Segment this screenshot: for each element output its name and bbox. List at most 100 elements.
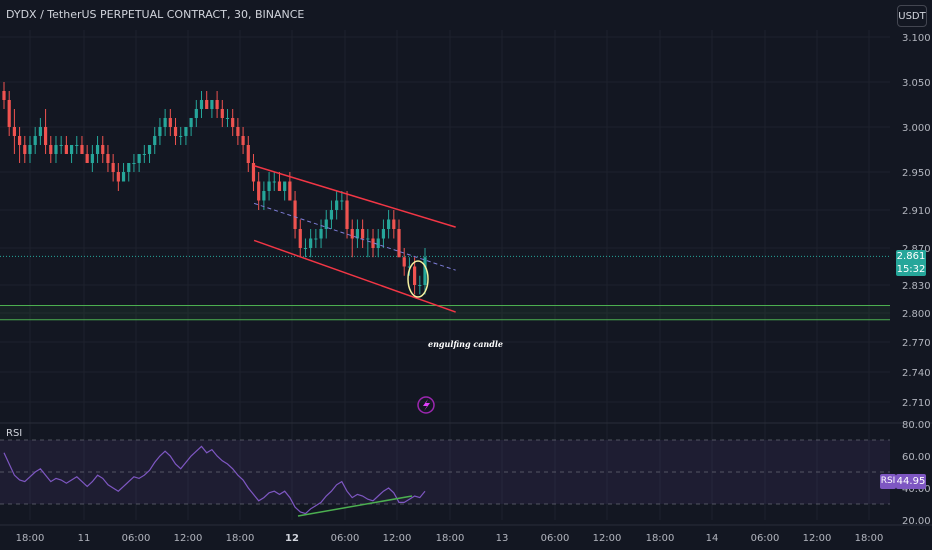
candle-body (350, 229, 354, 239)
candle-body (402, 257, 406, 267)
rsi-value-tag: 44.95 (896, 474, 926, 489)
candle-body (387, 219, 391, 229)
candle-body (158, 127, 162, 136)
grid (0, 30, 890, 520)
candle-body (184, 127, 188, 136)
candle-body (12, 127, 16, 136)
rsi-axis: 80.00 60.00 40.00 20.00 (902, 420, 931, 527)
time-tick-label: 12:00 (383, 533, 412, 544)
candle-body (106, 154, 110, 163)
candle-body (324, 219, 328, 229)
lightning-icon[interactable] (417, 396, 435, 414)
candle-body (173, 127, 178, 136)
rsi-band (0, 440, 890, 504)
annotation-text: engulfing candle (428, 339, 503, 349)
price-axis: 3.100 3.050 3.000 2.950 2.910 2.870 2.830 2.800… (902, 33, 931, 409)
channel-upper-line (253, 164, 456, 228)
candle-body (225, 118, 230, 119)
candle-body (236, 127, 240, 136)
candle-body (121, 172, 126, 182)
candle-body (28, 145, 32, 154)
time-tick-label: 12:00 (174, 533, 203, 544)
time-tick-label: 18:00 (646, 533, 675, 544)
candle-body (345, 200, 349, 229)
channel-lower-line (253, 239, 456, 313)
countdown-value: 15:32 (896, 264, 926, 275)
time-tick-label: 12:00 (593, 533, 622, 544)
candle-body (17, 136, 22, 145)
candle-body (251, 163, 256, 182)
candle-body (371, 238, 375, 248)
candle-body (376, 238, 380, 248)
candle-body (75, 145, 79, 146)
candle-body (272, 181, 276, 183)
candle-body (189, 118, 193, 127)
candle-body (38, 127, 42, 136)
support-zone-fill (0, 305, 890, 320)
rsi-title: RSI (6, 428, 23, 439)
candle-body (199, 100, 204, 109)
time-tick-label: 06:00 (331, 533, 360, 544)
price-tick-label: 3.000 (902, 123, 931, 134)
candle-body (116, 172, 120, 182)
price-tick-label: 2.910 (902, 206, 931, 217)
candle-body (137, 154, 141, 163)
time-tick-label: 06:00 (751, 533, 780, 544)
candle-body (54, 145, 58, 154)
candle-body (267, 181, 271, 191)
candle-body (381, 229, 386, 239)
time-tick-label: 14 (706, 533, 719, 544)
candle-body (2, 91, 6, 100)
candle-body (132, 163, 136, 164)
rsi-tick-label: 60.00 (902, 452, 931, 463)
candle-body (423, 257, 427, 285)
time-tick-label: 12 (285, 533, 299, 544)
candle-body (340, 200, 344, 202)
price-tick-label: 3.050 (902, 78, 931, 89)
candle-body (220, 109, 224, 118)
candle-body (329, 210, 334, 220)
price-tick-label: 3.100 (902, 33, 931, 44)
time-tick-label: 12:00 (803, 533, 832, 544)
candle-body (293, 200, 297, 229)
candle-body (33, 136, 37, 145)
candle-body (215, 100, 219, 109)
candle-body (319, 229, 323, 239)
candle-body (288, 181, 292, 201)
time-tick-label: 06:00 (122, 533, 151, 544)
candle-body (246, 145, 250, 163)
candle-body (277, 181, 282, 191)
candle-body (355, 229, 360, 239)
rsi-badge: RSI (880, 474, 896, 489)
support-zone (0, 255, 890, 321)
candle-body (298, 229, 302, 248)
candle-body (85, 154, 89, 163)
candle-body (262, 191, 266, 201)
last-price-tag: 2.861 15:32 (896, 250, 926, 276)
currency-button[interactable]: USDT (897, 5, 927, 27)
price-tick-label: 2.800 (902, 309, 931, 320)
rsi-tick-label: 40.00 (902, 484, 931, 495)
candle-body (418, 285, 422, 286)
drawings (253, 164, 456, 313)
candle-body (392, 219, 396, 229)
candle-body (241, 136, 245, 145)
rsi-pane (0, 422, 932, 517)
candles (2, 82, 427, 295)
candle-body (163, 118, 167, 127)
candle-body (111, 163, 115, 172)
candle-body (153, 136, 157, 145)
candle-body (90, 154, 94, 163)
rsi-tick-label: 80.00 (902, 420, 931, 431)
price-tick-label: 2.950 (902, 168, 931, 179)
time-tick-label: 18:00 (226, 533, 255, 544)
channel-midline (253, 202, 456, 271)
candle-body (361, 229, 365, 239)
chart-title: DYDX / TetherUS PERPETUAL CONTRACT, 30, … (6, 8, 305, 21)
candle-body (43, 127, 48, 145)
candle-body (142, 154, 146, 155)
candle-body (64, 145, 68, 154)
divergence-line (297, 495, 413, 517)
candle-body (257, 181, 261, 201)
